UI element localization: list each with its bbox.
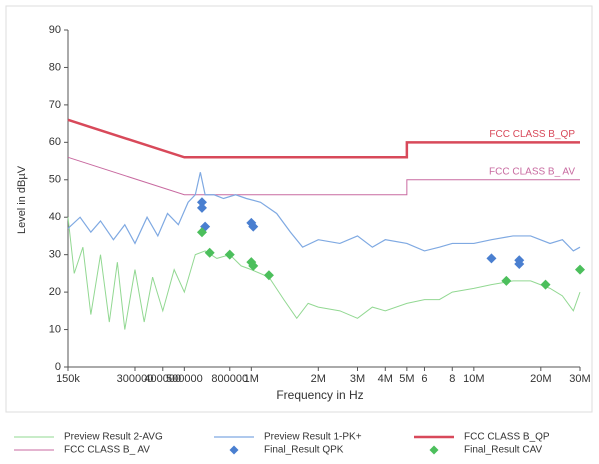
marker [204, 247, 215, 258]
x-tick-label: 300000 [117, 373, 154, 385]
x-tick-label: 8 [449, 373, 455, 385]
y-tick-label: 30 [49, 249, 61, 261]
limit-label: FCC CLASS B_ AV [489, 166, 575, 177]
x-tick-label: 30M [569, 373, 590, 385]
legend-label: Final_Result CAV [464, 445, 543, 456]
x-tick-label: 400000 [144, 373, 181, 385]
marker [224, 249, 235, 260]
marker [501, 275, 512, 286]
y-tick-label: 40 [49, 211, 61, 223]
legend-label: Preview Result 1-PK+ [264, 432, 362, 443]
x-tick-label: 20M [530, 373, 551, 385]
x-tick-label: 800000 [211, 373, 248, 385]
marker [196, 227, 207, 238]
limit-label: FCC CLASS B_QP [489, 129, 575, 140]
x-tick-label: 500000 [166, 373, 203, 385]
marker [486, 253, 497, 264]
series-line [67, 156, 580, 196]
x-tick-label: 10M [463, 373, 484, 385]
marker [196, 197, 207, 208]
marker [248, 260, 259, 271]
marker [514, 259, 525, 270]
y-tick-label: 70 [49, 99, 61, 111]
legend-label: FCC CLASS B_ AV [64, 445, 150, 456]
legend-swatch [229, 445, 239, 455]
legend-swatch [429, 445, 439, 455]
marker [263, 270, 274, 281]
y-tick-label: 10 [49, 323, 61, 335]
series-line [67, 172, 581, 252]
y-tick-label: 80 [49, 61, 61, 73]
x-tick-label: 4M [378, 373, 393, 385]
y-tick-label: 20 [49, 286, 61, 298]
y-tick-label: 0 [55, 361, 61, 373]
series-line [67, 118, 580, 159]
x-tick-label: 5M [399, 373, 414, 385]
x-tick-label: 2M [311, 373, 326, 385]
y-tick-label: 60 [49, 136, 61, 148]
x-tick-label: 6 [421, 373, 427, 385]
y-tick-label: 90 [49, 24, 61, 36]
x-axis-label: Frequency in Hz [276, 388, 363, 402]
marker [196, 202, 207, 213]
x-tick-label: 1M [244, 373, 259, 385]
marker [248, 221, 259, 232]
legend-label: FCC CLASS B_QP [464, 432, 550, 443]
marker [540, 279, 551, 290]
legend-label: Preview Result 2-AVG [64, 432, 163, 443]
marker [575, 264, 585, 275]
y-tick-label: 50 [49, 174, 61, 186]
x-tick-label: 3M [350, 373, 365, 385]
legend-label: Final_Result QPK [264, 445, 344, 456]
y-axis-label: Level in dBµV [16, 165, 28, 234]
chart-frame [5, 5, 593, 413]
x-tick-label: 150k [56, 373, 80, 385]
